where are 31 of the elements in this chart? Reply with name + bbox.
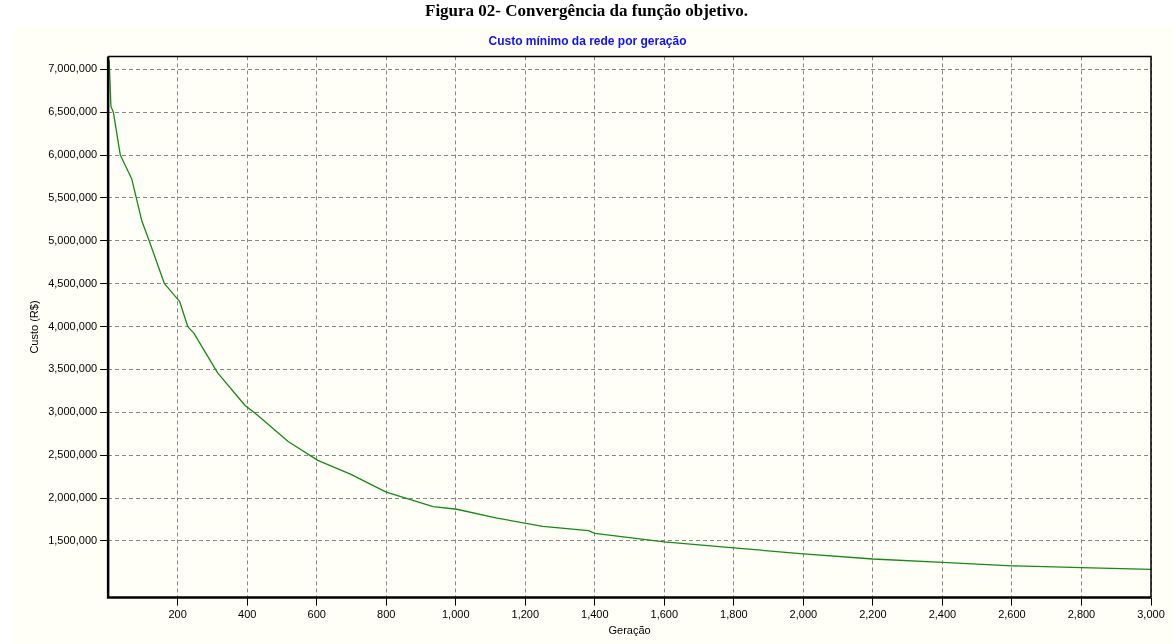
y-tick-label: 4,500,000 <box>48 276 98 289</box>
x-tick-label: 2,000 <box>789 608 818 621</box>
y-tick-label: 5,000,000 <box>48 233 98 246</box>
x-tick-label: 2,400 <box>928 608 957 621</box>
x-tick-label: 3,000 <box>1137 608 1165 621</box>
x-tick-label: 1,800 <box>720 608 748 621</box>
x-tick-label: 1,000 <box>441 608 470 621</box>
x-tick-label: 2,800 <box>1067 608 1096 621</box>
x-tick-label: 200 <box>168 608 187 621</box>
text: Figura 02- Convergência da função objetivo. <box>424 0 749 22</box>
x-axis-title: Geração <box>608 624 651 637</box>
x-tick-label: 1,400 <box>581 608 609 621</box>
y-tick-label: 2,500,000 <box>48 448 98 461</box>
y-tick-label: 3,500,000 <box>48 362 98 375</box>
x-tick-label: 600 <box>307 608 326 621</box>
y-tick-label: 2,000,000 <box>48 491 98 504</box>
x-tick-label: 800 <box>377 608 396 621</box>
y-tick-label: 7,000,000 <box>48 62 98 75</box>
y-tick-label: 4,000,000 <box>48 319 98 332</box>
y-tick-label: 3,000,000 <box>48 405 98 418</box>
y-axis-title: Custo (R$) <box>27 300 40 354</box>
y-tick-label: 6,000,000 <box>48 148 98 161</box>
y-tick-label: 6,500,000 <box>48 105 98 118</box>
y-tick-label: 5,500,000 <box>48 190 98 203</box>
x-tick-label: 2,600 <box>998 608 1026 621</box>
x-tick-label: 1,200 <box>511 608 540 621</box>
x-tick-label: 2,200 <box>859 608 887 621</box>
x-tick-label: 1,600 <box>650 608 679 621</box>
y-tick-label: 1,500,000 <box>48 534 98 547</box>
x-tick-label: 400 <box>238 608 257 621</box>
chart-title: Custo mínimo da rede por geração <box>488 33 687 48</box>
